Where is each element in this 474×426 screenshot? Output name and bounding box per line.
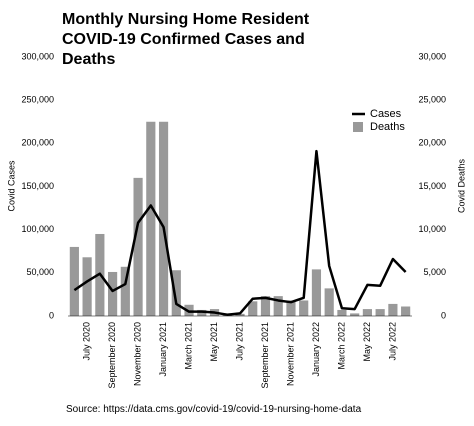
y2-tick-label: 30,000 [418,51,446,61]
y2-tick-label: 0 [441,310,446,320]
bar [82,257,92,316]
bar [286,300,296,316]
y-tick-label: 200,000 [21,138,54,148]
x-tick-label: November 2021 [285,322,295,386]
chart-title: Monthly Nursing Home Resident COVID-19 C… [62,11,310,68]
y-tick-label: 250,000 [21,95,54,105]
source-note: Source: https://data.cms.gov/covid-19/co… [66,404,362,415]
x-tick-label: January 2022 [311,322,321,377]
bar [69,246,79,316]
line [73,149,407,316]
y2-tick-label: 15,000 [418,181,446,191]
x-tick-label: March 2021 [183,322,193,370]
bar [311,269,322,316]
y-tick-label: 50,000 [26,267,54,277]
bar [171,270,181,316]
bar [273,296,283,316]
bar [362,309,372,316]
x-tick-label: September 2021 [260,322,270,389]
legend-label: Cases [370,108,402,120]
x-tick-label: November 2020 [132,322,142,386]
y-tick-label: 150,000 [21,181,54,191]
y2-tick-label: 5,000 [423,267,446,277]
bar [158,121,169,316]
bar [324,288,334,316]
bar [337,309,347,316]
legend-swatch [353,122,363,132]
bar [146,121,156,316]
y-tick-label: 300,000 [21,51,54,61]
bar [350,313,360,316]
y2-tick-label: 25,000 [418,95,446,105]
x-tick-label: January 2021 [158,322,168,377]
y2-tick-label: 10,000 [418,224,446,234]
bar [197,309,207,316]
x-tick-label: July 2020 [81,322,91,361]
legend-label: Deaths [370,121,405,133]
bar [108,271,118,316]
x-tick-label: July 2021 [234,322,244,361]
bar [299,300,309,316]
x-tick-label: May 2022 [362,322,372,362]
y2-tick-label: 20,000 [418,138,446,148]
bar [248,301,258,316]
bar [133,177,143,316]
y-tick-label: 0 [49,310,54,320]
bar [388,303,398,316]
bar [235,313,245,316]
bar [260,296,271,316]
x-tick-label: September 2020 [107,322,117,389]
x-tick-label: May 2021 [209,322,219,362]
x-tick-label: March 2022 [336,322,346,370]
y-axis-label: Covid Cases [6,160,16,212]
bar [120,266,130,316]
bar [401,306,411,316]
x-tick-label: July 2022 [387,322,397,361]
y2-axis-label: Covid Deaths [456,158,466,213]
bar [375,309,385,316]
y-tick-label: 100,000 [21,224,54,234]
